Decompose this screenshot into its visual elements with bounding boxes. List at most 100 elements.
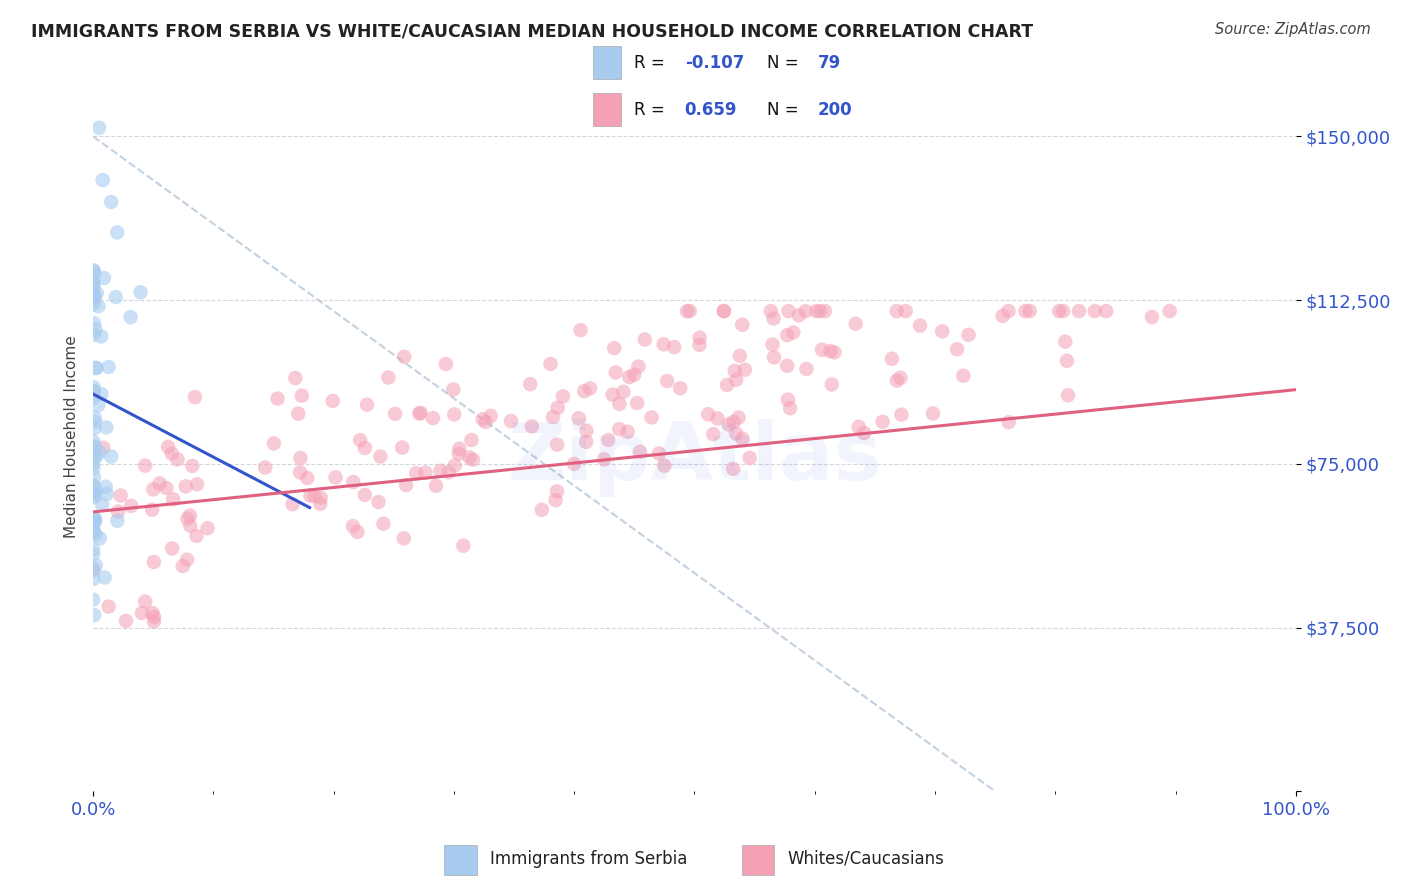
Text: 79: 79 — [818, 54, 841, 72]
Text: 200: 200 — [818, 101, 852, 119]
Text: IMMIGRANTS FROM SERBIA VS WHITE/CAUCASIAN MEDIAN HOUSEHOLD INCOME CORRELATION CH: IMMIGRANTS FROM SERBIA VS WHITE/CAUCASIA… — [31, 22, 1033, 40]
Point — [848, 420, 870, 434]
Point — [779, 401, 801, 416]
Point — [373, 516, 395, 531]
Text: N =: N = — [768, 54, 804, 72]
Point — [166, 452, 188, 467]
Point — [845, 317, 868, 331]
Point — [806, 304, 828, 318]
Point — [657, 374, 679, 388]
Point — [519, 377, 541, 392]
Point — [603, 341, 626, 355]
Point — [107, 504, 129, 518]
Point — [562, 457, 585, 471]
Point — [84, 439, 107, 453]
Point — [616, 425, 638, 439]
Point — [309, 497, 332, 511]
Point — [551, 389, 574, 403]
Point — [607, 422, 630, 436]
Point — [288, 466, 311, 480]
Point — [763, 351, 786, 365]
Point — [384, 407, 406, 421]
Point — [713, 304, 735, 318]
Point — [83, 511, 105, 525]
Point — [94, 480, 117, 494]
Point — [304, 489, 326, 503]
Point — [957, 327, 980, 342]
Point — [291, 389, 314, 403]
Point — [142, 555, 165, 569]
Point — [142, 483, 165, 497]
Point — [778, 304, 800, 318]
Point — [82, 520, 104, 534]
Point — [96, 487, 118, 501]
Point — [83, 297, 105, 311]
Point — [160, 541, 183, 556]
Bar — [593, 45, 621, 78]
Point — [284, 371, 307, 385]
Point — [179, 518, 201, 533]
Point — [728, 349, 751, 363]
Point — [1084, 304, 1107, 318]
Point — [160, 446, 183, 460]
Point — [872, 415, 894, 429]
Point — [717, 417, 740, 432]
Point — [172, 559, 194, 574]
Point — [83, 327, 105, 342]
Point — [82, 280, 104, 294]
Point — [82, 523, 104, 537]
Point — [266, 392, 288, 406]
Point — [197, 521, 219, 535]
Point — [820, 344, 842, 359]
Point — [174, 479, 197, 493]
Point — [652, 337, 675, 351]
Point — [84, 483, 107, 498]
Point — [724, 364, 747, 378]
Point — [89, 445, 111, 459]
Point — [889, 370, 911, 384]
Text: Source: ZipAtlas.com: Source: ZipAtlas.com — [1215, 22, 1371, 37]
Point — [82, 478, 104, 492]
Point — [110, 489, 132, 503]
Point — [181, 458, 204, 473]
Point — [782, 326, 804, 340]
Point — [84, 527, 107, 541]
Point — [706, 411, 728, 425]
Text: Whites/Caucasians: Whites/Caucasians — [787, 849, 943, 868]
Point — [443, 408, 465, 422]
Point — [120, 310, 142, 325]
Point — [811, 343, 834, 357]
Point — [723, 415, 745, 429]
Point — [91, 173, 114, 187]
Point — [437, 465, 460, 479]
Point — [1140, 310, 1163, 324]
Point — [575, 434, 598, 449]
Point — [697, 407, 720, 421]
Text: N =: N = — [768, 101, 804, 119]
Point — [83, 384, 105, 398]
Point — [568, 411, 591, 425]
Point — [287, 407, 309, 421]
Point — [87, 299, 110, 313]
Point — [370, 450, 392, 464]
Point — [908, 318, 931, 333]
Point — [434, 357, 457, 371]
Point — [415, 466, 437, 480]
Point — [83, 410, 105, 425]
Point — [84, 513, 107, 527]
Point — [342, 475, 364, 489]
Point — [309, 491, 332, 505]
Point — [623, 368, 645, 382]
Point — [83, 511, 105, 525]
Text: Immigrants from Serbia: Immigrants from Serbia — [489, 849, 688, 868]
Point — [689, 338, 711, 352]
Point — [186, 477, 208, 491]
Point — [453, 539, 475, 553]
Point — [734, 363, 756, 377]
Point — [628, 445, 651, 459]
Point — [991, 309, 1014, 323]
Point — [479, 409, 502, 423]
Point — [520, 419, 543, 434]
Text: 0.659: 0.659 — [685, 101, 737, 119]
Point — [776, 359, 799, 373]
